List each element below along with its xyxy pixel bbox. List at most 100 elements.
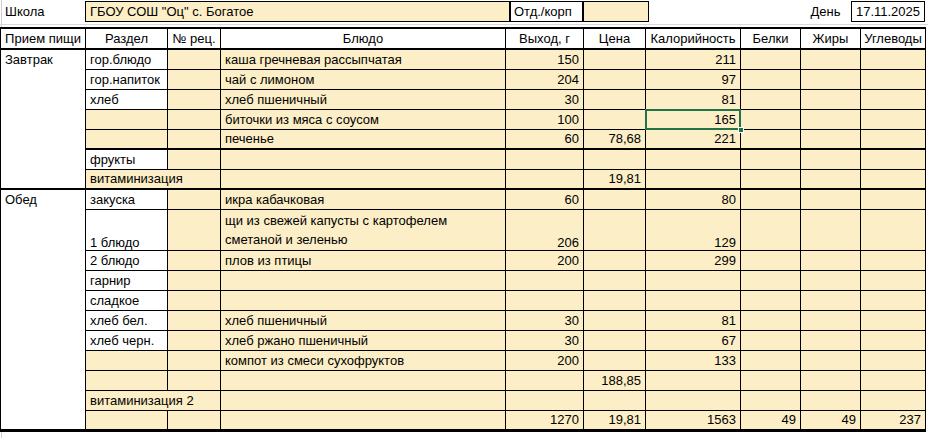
cell-kcal[interactable]: 211 [646,49,741,69]
cell-price[interactable] [584,49,646,69]
cell-razdel[interactable]: сладкое [86,290,168,310]
cell-dish[interactable] [221,390,506,410]
cell-price[interactable] [584,209,646,250]
cell-price[interactable] [584,330,646,350]
cell-dish[interactable]: икра кабачковая [221,189,506,209]
cell-fat[interactable] [801,250,861,270]
cell-rec[interactable] [168,310,221,330]
cell-total-carbs[interactable]: 237 [861,410,926,430]
cell-dish[interactable]: хлеб пшеничный [221,89,506,109]
cell-razdel-merged[interactable]: витаминизация [86,169,221,189]
cell-carbs[interactable] [861,330,926,350]
cell-razdel[interactable]: хлеб [86,89,168,109]
cell-razdel[interactable]: хлеб черн. [86,330,168,350]
cell-carbs[interactable] [861,89,926,109]
cell-meal-breakfast[interactable]: Завтрак [1,49,86,189]
cell-carbs[interactable] [861,310,926,330]
cell-rec[interactable] [168,209,221,250]
cell-dish[interactable]: хлеб ржано пшеничный [221,330,506,350]
cell-dish[interactable] [221,149,506,169]
cell-price[interactable]: 78,68 [584,129,646,149]
cell-fat[interactable] [801,290,861,310]
cell-protein[interactable] [741,129,801,149]
column-header-price[interactable]: Цена [584,28,646,49]
cell-out[interactable] [506,270,584,290]
cell-out[interactable]: 60 [506,189,584,209]
column-header-carbs[interactable]: Углеводы [861,28,926,49]
cell-kcal[interactable] [646,290,741,310]
cell-fat[interactable] [801,49,861,69]
cell-rec[interactable] [168,290,221,310]
cell-protein[interactable] [741,69,801,89]
cell-fat[interactable] [801,310,861,330]
cell-kcal[interactable]: 97 [646,69,741,89]
cell-total-price[interactable]: 19,81 [584,410,646,430]
cell-price[interactable] [584,270,646,290]
cell-razdel[interactable]: гор.напиток [86,69,168,89]
cell-kcal[interactable]: 299 [646,250,741,270]
cell-carbs[interactable] [861,370,926,390]
cell-razdel[interactable] [86,109,168,129]
cell-protein[interactable] [741,209,801,250]
cell-protein[interactable] [741,330,801,350]
date-cell[interactable]: 17.11.2025 [851,1,925,22]
cell-protein[interactable] [741,290,801,310]
cell-carbs[interactable] [861,250,926,270]
cell-price[interactable] [584,69,646,89]
column-header-razdel[interactable]: Раздел [86,28,168,49]
cell-rec[interactable] [168,129,221,149]
dept-value-cell[interactable] [583,1,649,22]
cell-rec[interactable] [168,89,221,109]
cell-out[interactable] [506,149,584,169]
cell-protein[interactable] [741,350,801,370]
cell-price[interactable] [584,89,646,109]
cell-razdel[interactable]: 2 блюдо [86,250,168,270]
cell-carbs[interactable] [861,109,926,129]
column-header-meal[interactable]: Прием пищи [1,28,86,49]
cell-dish[interactable]: компот из смеси сухофруктов [221,350,506,370]
cell-protein[interactable] [741,310,801,330]
cell-out[interactable]: 200 [506,250,584,270]
school-name-cell[interactable]: ГБОУ СОШ "Оц" с. Богатое [85,1,510,22]
cell-fat[interactable] [801,109,861,129]
day-label-cell[interactable]: День [800,1,851,22]
cell-protein[interactable] [741,169,801,189]
cell-rec[interactable] [168,410,221,430]
cell-total-protein[interactable]: 49 [741,410,801,430]
cell-razdel[interactable]: гарнир [86,270,168,290]
selected-cell[interactable]: 165 [646,109,741,129]
cell-carbs[interactable] [861,209,926,250]
cell-out[interactable] [506,290,584,310]
cell-out[interactable]: 30 [506,330,584,350]
cell-out[interactable]: 60 [506,129,584,149]
cell-price[interactable]: 188,85 [584,370,646,390]
cell-protein[interactable] [741,149,801,169]
cell-razdel[interactable] [86,350,168,370]
cell-fat[interactable] [801,89,861,109]
cell-out[interactable]: 204 [506,69,584,89]
cell-carbs[interactable] [861,149,926,169]
cell-dish[interactable] [221,270,506,290]
cell-rec[interactable] [168,370,221,390]
cell-carbs[interactable] [861,290,926,310]
cell-fat[interactable] [801,69,861,89]
column-header-protein[interactable]: Белки [741,28,801,49]
cell-price[interactable] [584,250,646,270]
cell-protein[interactable] [741,109,801,129]
column-header-out[interactable]: Выход, г [506,28,584,49]
cell-dish[interactable] [221,370,506,390]
cell-price[interactable] [584,290,646,310]
cell-out[interactable] [506,390,584,410]
cell-dish[interactable]: плов из птицы [221,250,506,270]
cell-fat[interactable] [801,169,861,189]
cell-protein[interactable] [741,250,801,270]
cell-carbs[interactable] [861,390,926,410]
cell-fat[interactable] [801,129,861,149]
cell-price[interactable] [584,390,646,410]
cell-razdel[interactable]: 1 блюдо [86,209,168,250]
cell-razdel[interactable] [86,410,168,430]
cell-protein[interactable] [741,370,801,390]
cell-dish[interactable]: биточки из мяса с соусом [221,109,506,129]
cell-out[interactable]: 30 [506,310,584,330]
cell-kcal[interactable]: 81 [646,310,741,330]
